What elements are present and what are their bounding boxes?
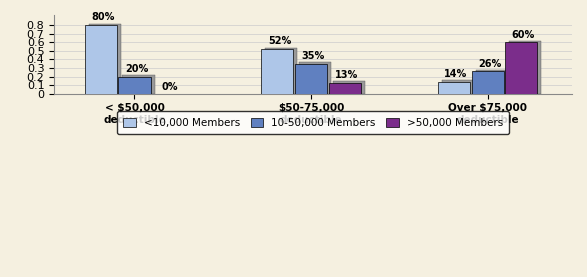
Bar bbox=[261, 49, 294, 94]
Bar bbox=[471, 71, 504, 94]
Text: 26%: 26% bbox=[478, 59, 501, 69]
Bar bbox=[54, 60, 572, 68]
Text: 60%: 60% bbox=[512, 30, 535, 40]
Bar bbox=[510, 41, 541, 94]
Bar bbox=[123, 75, 154, 94]
Text: 35%: 35% bbox=[302, 51, 325, 61]
Bar bbox=[89, 24, 121, 94]
FancyBboxPatch shape bbox=[6, 0, 587, 119]
Bar bbox=[119, 76, 150, 94]
Text: 0%: 0% bbox=[162, 82, 178, 92]
Bar bbox=[54, 42, 572, 51]
Bar bbox=[442, 80, 474, 94]
Bar bbox=[54, 34, 572, 42]
Bar bbox=[54, 51, 572, 60]
Bar bbox=[54, 68, 572, 76]
Bar bbox=[333, 81, 365, 94]
Bar bbox=[85, 25, 117, 94]
Text: 14%: 14% bbox=[444, 69, 468, 79]
Bar bbox=[329, 83, 361, 94]
Bar bbox=[54, 85, 572, 94]
Text: 13%: 13% bbox=[335, 70, 359, 80]
Bar bbox=[475, 70, 508, 94]
Bar bbox=[54, 25, 572, 34]
Legend: <10,000 Members, 10-50,000 Members, >50,000 Members: <10,000 Members, 10-50,000 Members, >50,… bbox=[117, 111, 510, 134]
Bar bbox=[265, 48, 298, 94]
Bar bbox=[299, 62, 331, 94]
Text: 80%: 80% bbox=[91, 12, 114, 22]
Bar bbox=[438, 82, 470, 94]
Text: 52%: 52% bbox=[268, 36, 291, 46]
Bar bbox=[505, 42, 538, 94]
Text: 20%: 20% bbox=[125, 64, 148, 74]
Bar bbox=[295, 64, 327, 94]
Bar bbox=[54, 76, 572, 85]
